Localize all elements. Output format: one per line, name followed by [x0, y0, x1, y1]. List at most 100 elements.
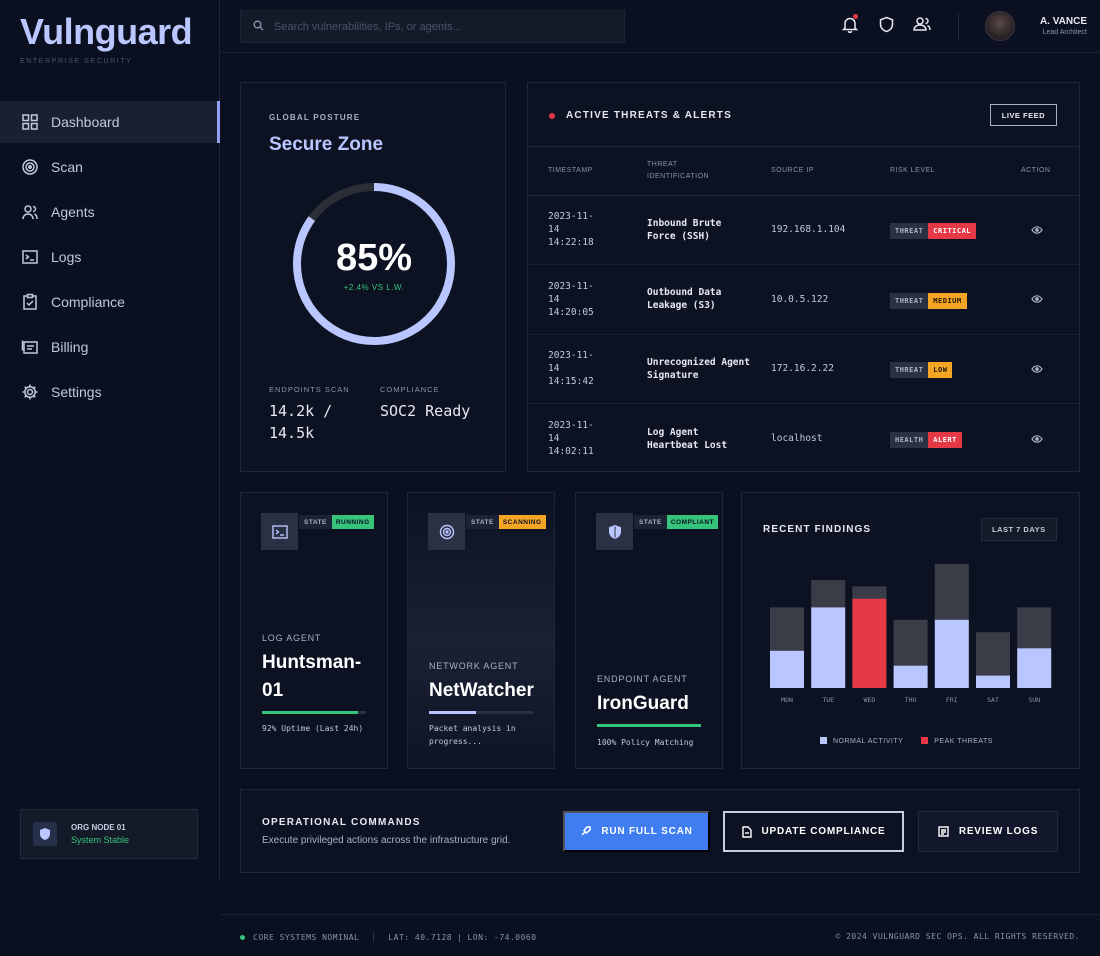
x-tick-label: MON [781, 696, 793, 704]
x-tick-label: SUN [1028, 696, 1040, 704]
agent-name: Huntsman- 01 [262, 649, 361, 705]
sidebar-item-agents[interactable]: Agents [0, 191, 220, 233]
recent-findings-panel: MON TUE WED THU FRI SAT SUN RECENT FINDINGS LA… [741, 492, 1080, 769]
table-row[interactable]: 2023-11- 14 14:22:18 Inbound Brute Force… [528, 195, 1081, 265]
footer-lat: LAT: 40.7128 [388, 932, 453, 942]
agent-progress-fill [597, 724, 701, 727]
timestamp-day: 14 [548, 363, 560, 375]
agent-card-network[interactable]: STATE SCANNING NETWORK AGENT NetWatcher … [407, 492, 555, 769]
agent-progress-bar [429, 711, 533, 714]
risk-level: THREAT CRITICAL [870, 195, 1005, 265]
threats-title: ACTIVE THREATS & ALERTS [566, 110, 732, 121]
sidebar-item-compliance[interactable]: Compliance [0, 281, 220, 323]
x-tick-label: THU [905, 696, 917, 704]
agent-type: NETWORK AGENT [429, 661, 519, 671]
run-full-scan-button[interactable]: RUN FULL SCAN [563, 811, 710, 852]
agents-icon [20, 202, 40, 222]
agent-progress-fill [262, 711, 358, 714]
user-name: A. VANCE [1039, 16, 1087, 27]
column-header[interactable]: SOURCE IP [751, 147, 870, 196]
bar-normal-mon[interactable] [770, 650, 804, 688]
bar-normal-thu[interactable] [893, 665, 928, 688]
table-row[interactable]: 2023-11- 14 14:20:05 Outbound Data Leaka… [528, 264, 1081, 335]
timestamp-time: 14:20:05 [548, 306, 594, 318]
live-feed-button[interactable]: LIVE FEED [989, 104, 1057, 126]
agent-name: NetWatcher [429, 677, 534, 705]
column-header[interactable]: TIMESTAMP [528, 147, 627, 196]
team-icon[interactable] [912, 13, 932, 35]
sidebar-item-billing[interactable]: Billing [0, 326, 220, 368]
terminal-icon [20, 247, 40, 267]
sidebar-item-label: Settings [51, 384, 102, 400]
risk-level: HEALTH ALERT [870, 404, 1005, 474]
footer-copyright: © 2024 VULNGUARD SEC OPS. ALL RIGHTS RES… [835, 932, 1080, 941]
billing-icon [20, 337, 40, 357]
agent-name-line1: NetWatcher [429, 680, 534, 701]
table-row[interactable]: 2023-11- 14 14:02:11 Log Agent Heartbeat… [528, 404, 1081, 474]
findings-title: RECENT FINDINGS [763, 524, 872, 535]
threats-table: TIMESTAMP THREAT IDENTIFICATION SOURCE I… [528, 147, 1081, 473]
compliance-label: COMPLIANCE [380, 385, 440, 394]
timestamp-day: 14 [548, 433, 560, 444]
eye-icon[interactable] [1031, 360, 1043, 377]
search-box[interactable] [240, 10, 625, 43]
agent-card-endpoint[interactable]: STATE COMPLIANT ENDPOINT AGENT IronGuard… [575, 492, 723, 769]
shield-icon[interactable] [876, 13, 896, 35]
avatar[interactable] [985, 11, 1015, 41]
timestamp-date: 2023-11- [548, 420, 594, 431]
sidebar-item-settings[interactable]: Settings [0, 371, 220, 413]
agent-name-line1: Huntsman- [262, 652, 362, 673]
risk-kind: THREAT [890, 292, 929, 309]
list-icon [938, 826, 949, 837]
eye-icon[interactable] [1031, 221, 1043, 238]
org-node-card[interactable]: ORG NODE 01 System Stable [20, 809, 198, 859]
footer-status: CORE SYSTEMS NOMINAL LAT: 40.7128 | LON:… [240, 932, 537, 942]
active-threats-panel: ACTIVE THREATS & ALERTS LIVE FEED TIMEST… [527, 82, 1081, 473]
date-range-button[interactable]: LAST 7 DAYS [981, 518, 1057, 541]
update-compliance-button[interactable]: UPDATE COMPLIANCE [723, 811, 904, 852]
topbar: A. VANCE Lead Architect [220, 0, 1100, 53]
threat-name: Inbound Brute Force (SSH) [627, 195, 751, 265]
risk-level: THREAT MEDIUM [870, 264, 1005, 335]
sidebar-item-logs[interactable]: Logs [0, 236, 220, 278]
legend-label: NORMAL ACTIVITY [833, 738, 904, 745]
threat-timestamp: 2023-11- 14 14:02:11 [528, 404, 627, 474]
search-input[interactable] [274, 20, 594, 33]
agent-name: IronGuard [597, 690, 689, 718]
column-header[interactable]: ACTION [1005, 147, 1081, 196]
topbar-divider [958, 14, 959, 40]
brand-logo[interactable]: Vulnguard [20, 11, 193, 52]
status-dot [240, 934, 245, 940]
threat-name: Unrecognized Agent Signature [627, 334, 751, 404]
bar-normal-sun[interactable] [1017, 648, 1052, 688]
eye-icon[interactable] [1031, 430, 1043, 447]
footer-divider [373, 932, 375, 942]
search-icon [253, 18, 264, 36]
bell-icon[interactable] [840, 13, 860, 35]
bar-normal-sat[interactable] [976, 675, 1010, 688]
bar-normal-fri[interactable] [934, 619, 969, 688]
timestamp-time: 14:02:11 [548, 446, 594, 457]
agent-card-log[interactable]: STATE RUNNING LOG AGENT Huntsman- 01 92%… [240, 492, 388, 769]
commands-subtitle: Execute privileged actions across the in… [262, 835, 511, 846]
state-label: STATE [299, 515, 332, 529]
risk-level: THREAT LOW [870, 334, 1005, 404]
terminal-icon [261, 513, 298, 550]
column-header[interactable]: THREAT IDENTIFICATION [627, 147, 751, 196]
table-row[interactable]: 2023-11- 14 14:15:42 Unrecognized Agent … [528, 334, 1081, 404]
review-logs-button[interactable]: REVIEW LOGS [918, 811, 1058, 852]
column-header[interactable]: RISK LEVEL [870, 147, 1005, 196]
global-posture-panel: GLOBAL POSTURE Secure Zone 85% +2.4% VS … [240, 82, 506, 472]
bar-peak-wed[interactable] [852, 598, 887, 688]
sidebar-item-label: Compliance [51, 294, 125, 310]
clipboard-check-icon [20, 292, 40, 312]
x-tick-label: SAT [987, 696, 999, 704]
operational-commands-panel: OPERATIONAL COMMANDS Execute privileged … [240, 789, 1080, 873]
sidebar-item-dashboard[interactable]: Dashboard [0, 101, 220, 143]
sidebar-item-scan[interactable]: Scan [0, 146, 220, 188]
agent-note: Packet analysis in progress... [429, 724, 516, 746]
bar-normal-tue[interactable] [811, 607, 846, 688]
user-menu[interactable]: A. VANCE Lead Architect [985, 11, 1087, 41]
posture-gauge: 85% +2.4% VS L.W. [291, 181, 457, 347]
eye-icon[interactable] [1031, 290, 1043, 307]
